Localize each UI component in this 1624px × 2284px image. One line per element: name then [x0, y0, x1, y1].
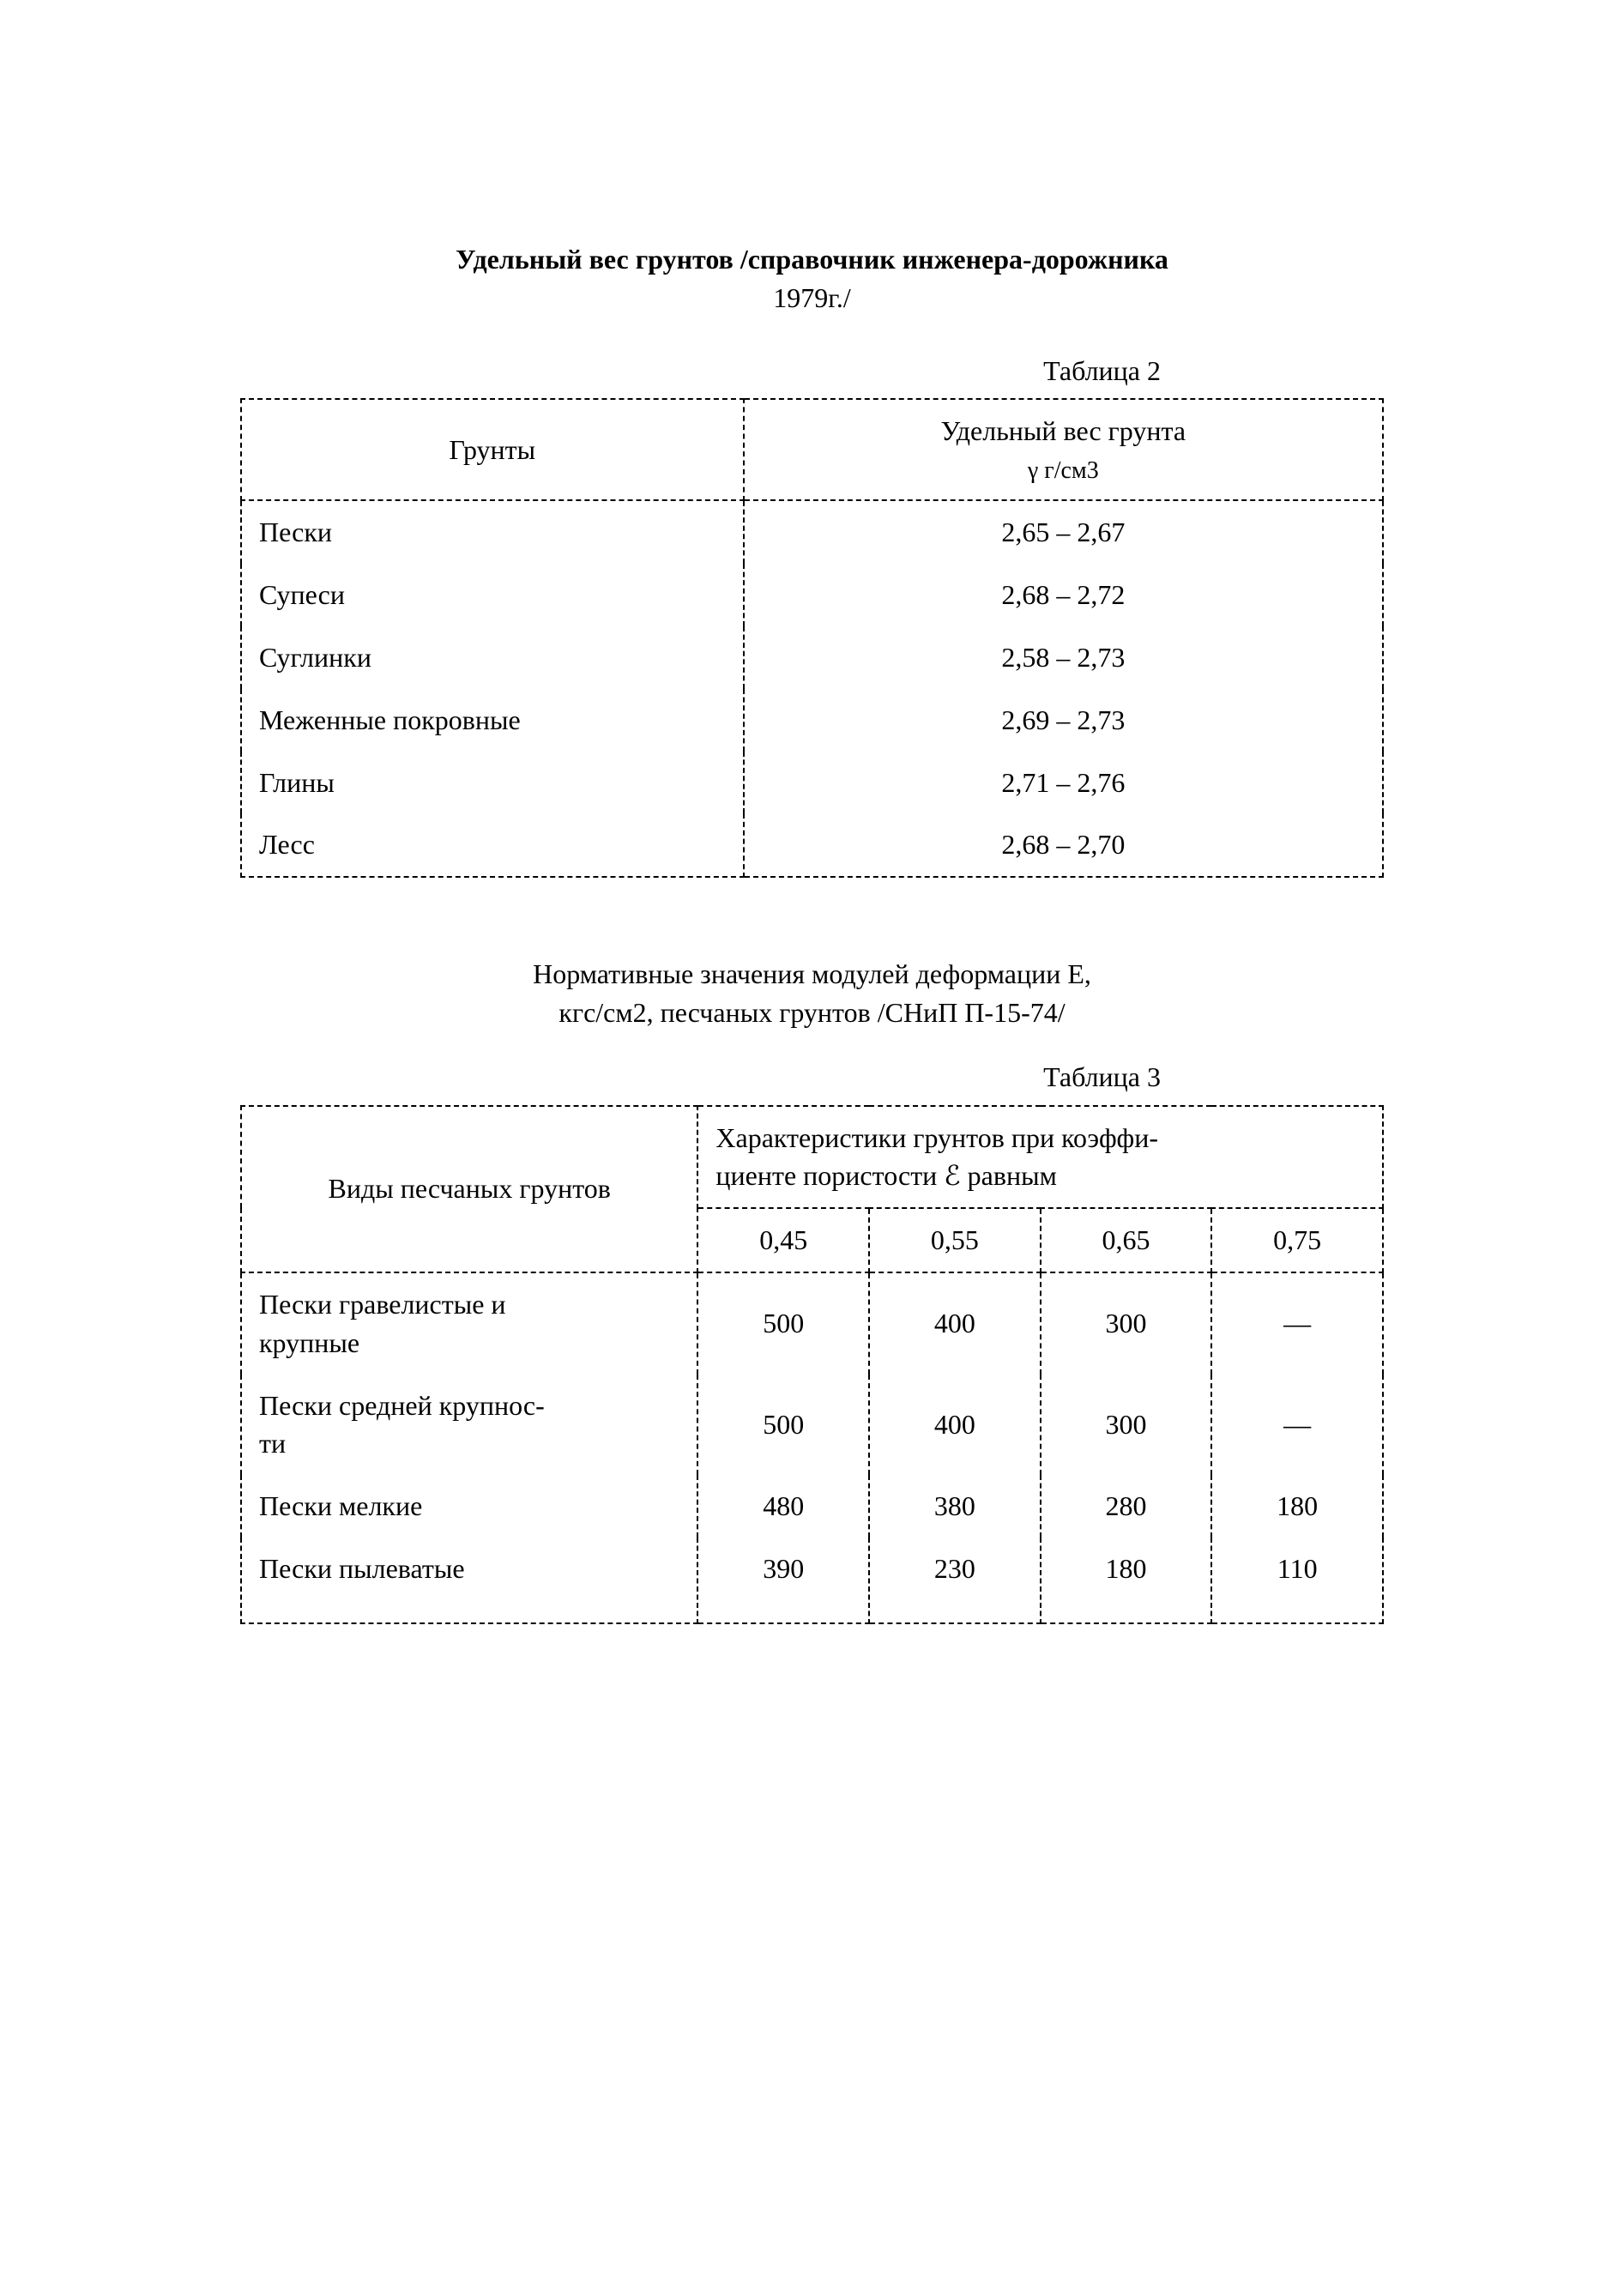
t2-cell-value: 2,71 – 2,76 — [744, 752, 1383, 814]
t2-cell-value: 2,58 – 2,73 — [744, 626, 1383, 689]
t3-cell-value: 390 — [697, 1538, 869, 1623]
table-3-body: Пески гравелистые икрупные 500 400 300 —… — [241, 1272, 1383, 1623]
table-row: Пески мелкие 480 380 280 180 — [241, 1475, 1383, 1538]
t3-cell-value: 380 — [869, 1475, 1041, 1538]
t2-header-col2-sublabel: γ г/см3 — [762, 454, 1365, 487]
t2-cell-name: Меженные покровные — [241, 689, 744, 752]
t2-cell-name: Глины — [241, 752, 744, 814]
t3-header-v3: 0,65 — [1041, 1208, 1212, 1272]
table-row: Супеси 2,68 – 2,72 — [241, 564, 1383, 626]
table-3: Виды песчаных грунтов Характеристики гру… — [240, 1105, 1384, 1624]
table-row: Пески пылеватые 390 230 180 110 — [241, 1538, 1383, 1623]
t3-cell-name: Пески гравелистые икрупные — [241, 1272, 697, 1375]
t2-cell-name: Пески — [241, 500, 744, 564]
table-2: Грунты Удельный вес грунта γ г/см3 Пески… — [240, 398, 1384, 878]
t2-header-col2-label: Удельный вес грунта — [941, 415, 1186, 446]
table-row: Пески гравелистые икрупные 500 400 300 — — [241, 1272, 1383, 1375]
t3-header-v2: 0,55 — [869, 1208, 1041, 1272]
t2-header-col1: Грунты — [241, 399, 744, 500]
t2-cell-value: 2,68 – 2,72 — [744, 564, 1383, 626]
t3-cell-value: 400 — [869, 1272, 1041, 1375]
t3-cell-value: 110 — [1211, 1538, 1383, 1623]
t3-cell-name: Пески пылеватые — [241, 1538, 697, 1623]
t3-cell-value: 400 — [869, 1375, 1041, 1476]
subtitle-line-1: Нормативные значения модулей деформации … — [240, 955, 1384, 994]
t3-header-v1: 0,45 — [697, 1208, 869, 1272]
t3-cell-value: 300 — [1041, 1272, 1212, 1375]
t3-cell-value: 300 — [1041, 1375, 1212, 1476]
t2-cell-value: 2,65 – 2,67 — [744, 500, 1383, 564]
t2-header-col2: Удельный вес грунта γ г/см3 — [744, 399, 1383, 500]
table-row: Глины 2,71 – 2,76 — [241, 752, 1383, 814]
t3-cell-name: Пески мелкие — [241, 1475, 697, 1538]
section-gap — [240, 878, 1384, 921]
table-2-head: Грунты Удельный вес грунта γ г/см3 — [241, 399, 1383, 500]
t2-cell-name: Суглинки — [241, 626, 744, 689]
table-row: Пески 2,65 – 2,67 — [241, 500, 1383, 564]
t3-cell-value: — — [1211, 1272, 1383, 1375]
section2-subtitle: Нормативные значения модулей деформации … — [240, 955, 1384, 1032]
t3-cell-value: — — [1211, 1375, 1383, 1476]
t3-cell-value: 480 — [697, 1475, 869, 1538]
subtitle-line-2: кгс/см2, песчаных грунтов /СНиП П-15-74/ — [240, 994, 1384, 1032]
t3-cell-value: 230 — [869, 1538, 1041, 1623]
t3-header-col2: Характеристики грунтов при коэффи-циенте… — [697, 1106, 1383, 1209]
table-3-head: Виды песчаных грунтов Характеристики гру… — [241, 1106, 1383, 1272]
t3-cell-value: 180 — [1211, 1475, 1383, 1538]
title-line-2: 1979г./ — [240, 279, 1384, 317]
document-page: Удельный вес грунтов /справочник инженер… — [0, 0, 1624, 2284]
table-row: Суглинки 2,58 – 2,73 — [241, 626, 1383, 689]
t3-cell-value: 500 — [697, 1375, 869, 1476]
table-row: Пески средней крупнос-ти 500 400 300 — — [241, 1375, 1383, 1476]
t2-cell-name: Супеси — [241, 564, 744, 626]
t2-cell-value: 2,69 – 2,73 — [744, 689, 1383, 752]
t3-cell-value: 180 — [1041, 1538, 1212, 1623]
section1-title: Удельный вес грунтов /справочник инженер… — [240, 240, 1384, 317]
table-row: Лесс 2,68 – 2,70 — [241, 813, 1383, 877]
t3-cell-name: Пески средней крупнос-ти — [241, 1375, 697, 1476]
t2-cell-name: Лесс — [241, 813, 744, 877]
t3-header-v4: 0,75 — [1211, 1208, 1383, 1272]
table2-caption: Таблица 2 — [240, 352, 1384, 390]
title-line-1: Удельный вес грунтов /справочник инженер… — [240, 240, 1384, 279]
t2-cell-value: 2,68 – 2,70 — [744, 813, 1383, 877]
t3-header-col1: Виды песчаных грунтов — [241, 1106, 697, 1272]
table-row: Меженные покровные 2,69 – 2,73 — [241, 689, 1383, 752]
t3-cell-value: 280 — [1041, 1475, 1212, 1538]
table3-caption: Таблица 3 — [240, 1058, 1384, 1097]
table-2-body: Пески 2,65 – 2,67 Супеси 2,68 – 2,72 Суг… — [241, 500, 1383, 877]
t3-cell-value: 500 — [697, 1272, 869, 1375]
